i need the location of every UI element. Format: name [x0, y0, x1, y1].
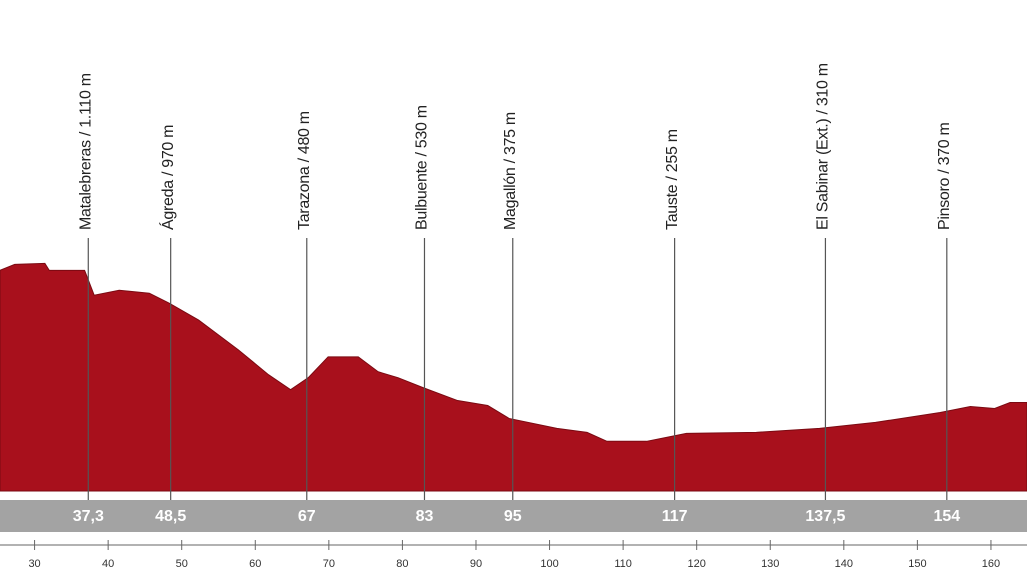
- landmark-label: Bulbuente / 530 m: [414, 105, 431, 230]
- km-label: 154: [933, 508, 960, 525]
- x-tick-label: 80: [396, 558, 408, 570]
- km-label: 48,5: [155, 508, 186, 525]
- x-tick-label: 100: [540, 558, 558, 570]
- x-tick-label: 150: [908, 558, 926, 570]
- x-tick-label: 40: [102, 558, 114, 570]
- x-tick-label: 130: [761, 558, 779, 570]
- km-label: 83: [416, 508, 434, 525]
- x-tick-label: 70: [323, 558, 335, 570]
- x-tick-label: 60: [249, 558, 261, 570]
- km-label: 67: [298, 508, 316, 525]
- elevation-area: [0, 262, 1027, 492]
- km-band: [0, 500, 1027, 532]
- km-label: 37,3: [73, 508, 104, 525]
- x-tick-label: 90: [470, 558, 482, 570]
- x-tick-label: 50: [176, 558, 188, 570]
- landmark-label: Pinsoro / 370 m: [936, 122, 953, 230]
- x-tick-label: 30: [28, 558, 40, 570]
- landmark-label: Magallón / 375 m: [502, 112, 519, 230]
- x-tick-label: 110: [614, 558, 632, 570]
- landmark-label: El Sabinar (Ext.) / 310 m: [815, 63, 832, 230]
- landmark-label: Tauste / 255 m: [664, 129, 681, 230]
- x-tick-label: 160: [982, 558, 1000, 570]
- km-label: 117: [662, 508, 688, 525]
- x-tick-label: 120: [688, 558, 706, 570]
- landmark-label: Tarazona / 480 m: [296, 111, 313, 230]
- landmark-label: Ágreda / 970 m: [158, 125, 177, 230]
- km-label: 137,5: [805, 508, 845, 525]
- landmark-label: Matalebreras / 1.110 m: [77, 73, 94, 230]
- x-tick-label: 140: [835, 558, 853, 570]
- km-label: 95: [504, 508, 522, 525]
